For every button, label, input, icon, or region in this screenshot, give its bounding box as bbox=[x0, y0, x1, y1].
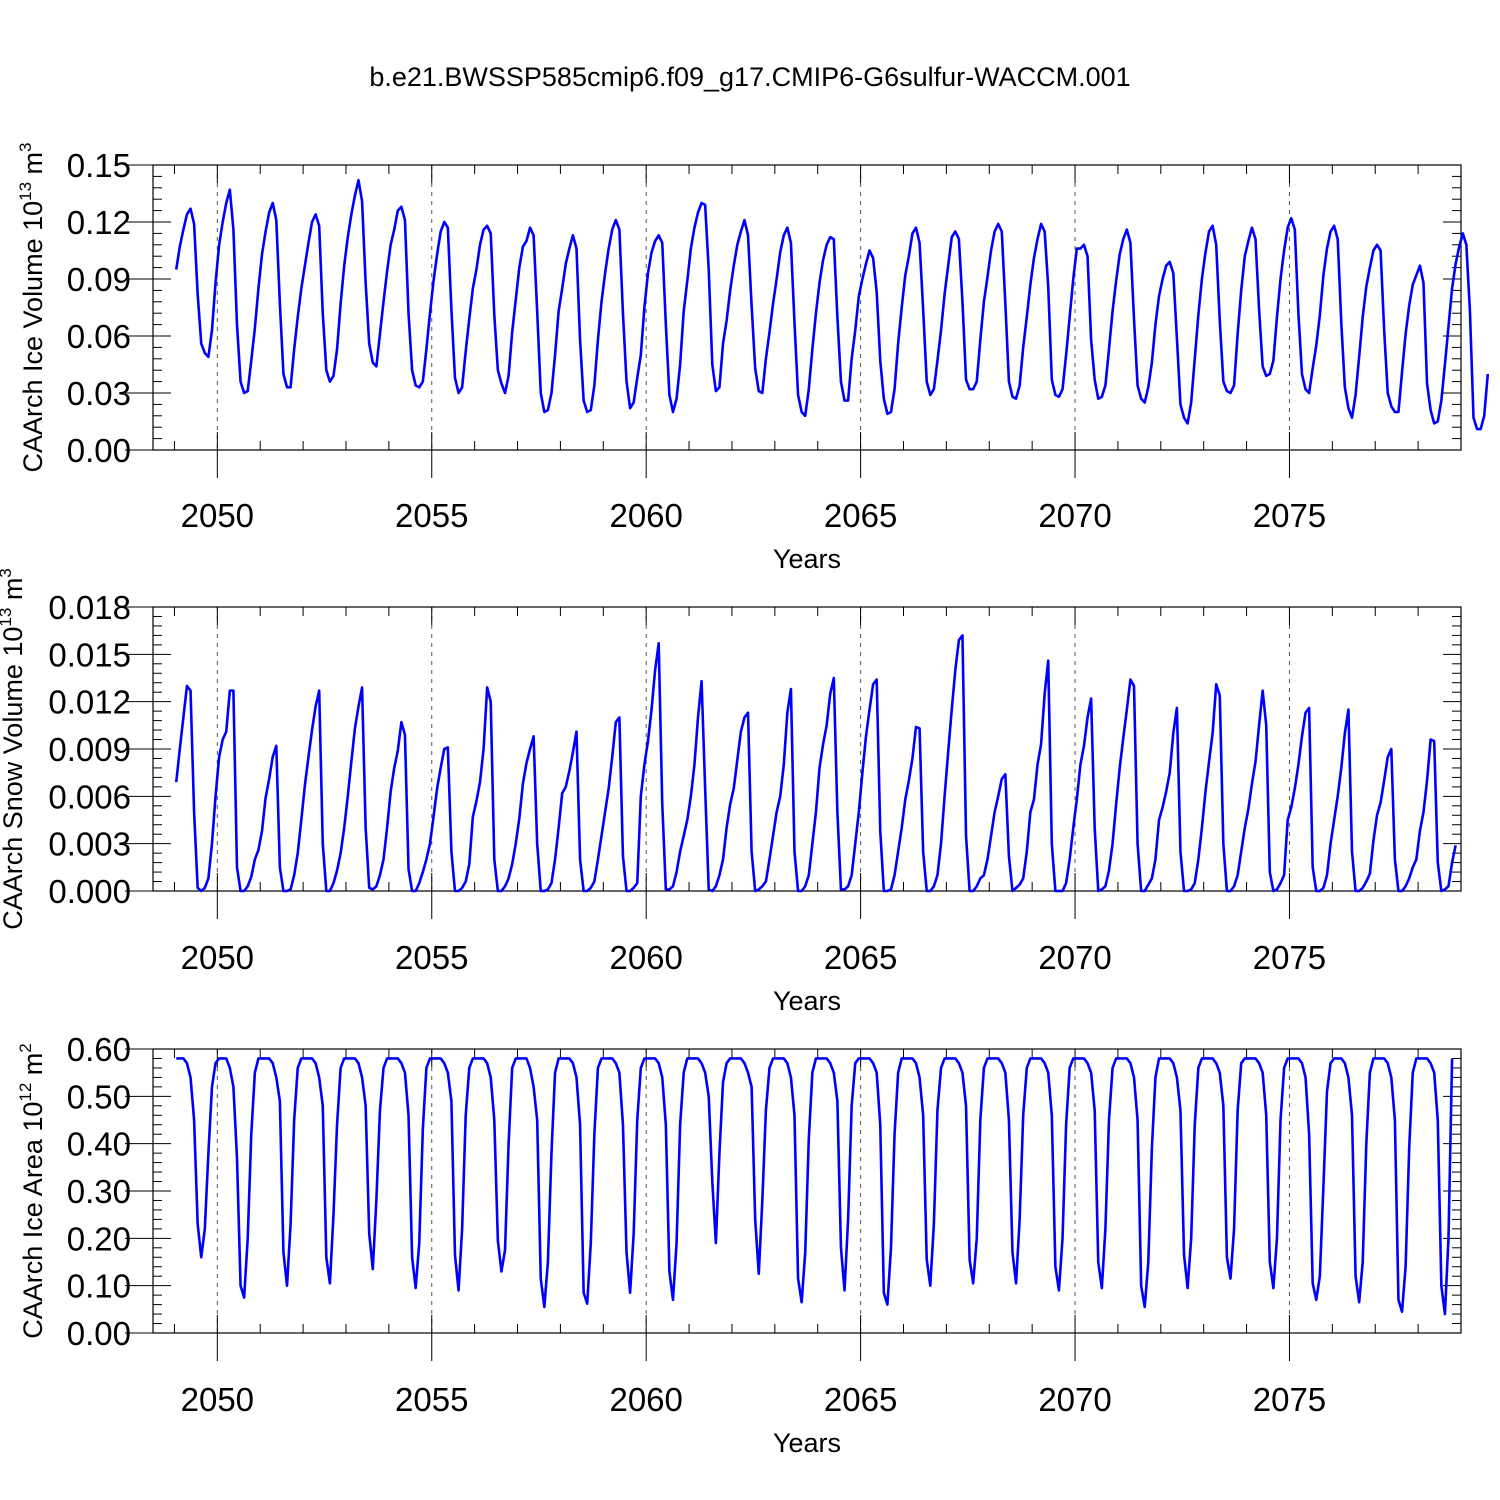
y-tick-label: 0.009 bbox=[48, 731, 131, 768]
x-axis-title: Years bbox=[773, 986, 841, 1016]
y-tick-label: 0.00 bbox=[67, 432, 131, 469]
y-tick-label: 0.00 bbox=[67, 1315, 131, 1352]
y-tick-label: 0.40 bbox=[67, 1126, 131, 1163]
x-axis-title: Years bbox=[773, 544, 841, 574]
plot-frame bbox=[152, 606, 1462, 892]
series-line-2 bbox=[174, 634, 1457, 893]
y-tick-label: 0.03 bbox=[67, 375, 131, 412]
x-tick-label: 2055 bbox=[395, 497, 468, 534]
x-tick-label: 2070 bbox=[1038, 497, 1111, 534]
x-tick-label: 2070 bbox=[1038, 1381, 1111, 1418]
plot-frame bbox=[152, 164, 1462, 451]
x-tick-label: 2065 bbox=[824, 497, 897, 534]
x-tick-label: 2065 bbox=[824, 1381, 897, 1418]
y-tick-label: 0.30 bbox=[67, 1173, 131, 1210]
y-tick-label: 0.018 bbox=[48, 589, 131, 626]
x-tick-label: 2055 bbox=[395, 1381, 468, 1418]
y-tick-label: 0.15 bbox=[67, 147, 131, 184]
y-tick-label: 0.000 bbox=[48, 873, 131, 910]
x-tick-label: 2050 bbox=[181, 1381, 254, 1418]
chart-panel-2: 0.000 0.003 0.006 0.009 0.012 0.015 0.018 2050 2… bbox=[0, 568, 1462, 1016]
x-tick-label: 2060 bbox=[609, 1381, 682, 1418]
y-tick-label: 0.10 bbox=[67, 1268, 131, 1305]
y-tick-label: 0.20 bbox=[67, 1220, 131, 1257]
y-axis-title: CAArch Ice Volume 1013 m3 bbox=[16, 142, 48, 472]
x-tick-label: 2060 bbox=[609, 497, 682, 534]
series-line-3 bbox=[176, 1057, 1454, 1316]
figure-title: b.e21.BWSSP585cmip6.f09_g17.CMIP6-G6sulf… bbox=[369, 62, 1131, 92]
y-tick-label: 0.06 bbox=[67, 318, 131, 355]
y-tick-label: 0.12 bbox=[67, 204, 131, 241]
chart-panel-3: 0.00 0.10 0.20 0.30 0.40 0.50 0.60 2050 2055 2060… bbox=[16, 1031, 1462, 1458]
y-tick-label: 0.003 bbox=[48, 826, 131, 863]
y-axis-title: CAArch Snow Volume 1013 m3 bbox=[0, 568, 28, 930]
y-axis-title: CAArch Ice Area 1012 m2 bbox=[16, 1043, 48, 1339]
y-tick-label: 0.60 bbox=[67, 1031, 131, 1068]
plot-frame bbox=[152, 1048, 1462, 1334]
x-axis-title: Years bbox=[773, 1428, 841, 1458]
x-tick-label: 2075 bbox=[1253, 497, 1326, 534]
x-tick-label: 2070 bbox=[1038, 939, 1111, 976]
x-tick-label: 2065 bbox=[824, 939, 897, 976]
x-tick-label: 2055 bbox=[395, 939, 468, 976]
y-tick-label: 0.09 bbox=[67, 261, 131, 298]
y-tick-label: 0.012 bbox=[48, 684, 131, 721]
y-tick-label: 0.015 bbox=[48, 636, 131, 673]
y-tick-label: 0.006 bbox=[48, 778, 131, 815]
x-tick-label: 2060 bbox=[609, 939, 682, 976]
x-tick-label: 2050 bbox=[181, 939, 254, 976]
x-tick-label: 2050 bbox=[181, 497, 254, 534]
y-tick-label: 0.50 bbox=[67, 1078, 131, 1115]
x-tick-label: 2075 bbox=[1253, 939, 1326, 976]
series-line-1 bbox=[174, 178, 1490, 431]
chart-panel-1: 0.00 0.03 0.06 0.09 0.12 0.15 2050 2055 2060 2065… bbox=[16, 142, 1490, 574]
x-tick-label: 2075 bbox=[1253, 1381, 1326, 1418]
